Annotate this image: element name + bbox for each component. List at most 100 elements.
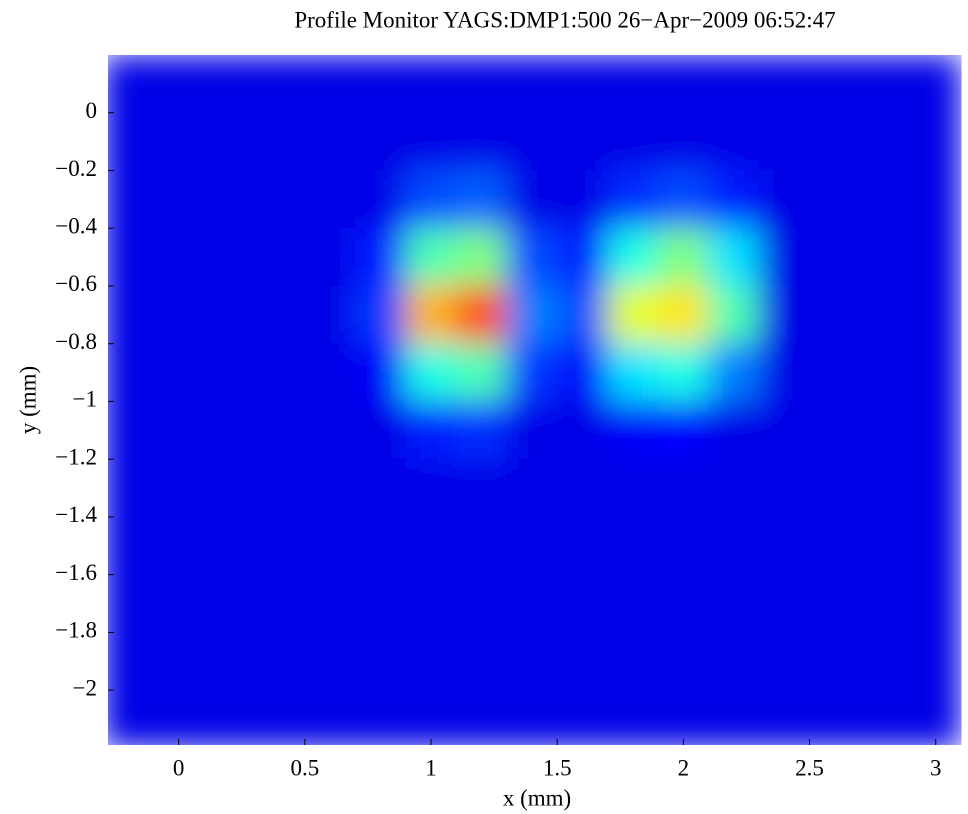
heatmap-cell — [354, 169, 407, 229]
heatmap-cell — [108, 112, 154, 171]
heatmap-cell — [506, 285, 558, 345]
image — [108, 55, 962, 745]
heatmap-cell — [203, 112, 255, 171]
heatmap-cell — [405, 343, 457, 402]
heatmap-cell — [859, 55, 911, 114]
x-tick-label: 2.5 — [795, 755, 824, 780]
x-tick-label: 1.5 — [543, 755, 572, 780]
heatmap-cell — [455, 689, 508, 745]
heatmap-cell — [455, 516, 508, 576]
heatmap-cell — [859, 400, 911, 460]
heatmap-cell — [253, 169, 306, 229]
heatmap-cell — [455, 169, 508, 229]
heatmap-cell — [253, 55, 306, 114]
heatmap-cell — [607, 400, 659, 460]
heatmap-cell — [708, 169, 760, 229]
heatmap-cell — [152, 631, 205, 691]
heatmap-cell — [859, 112, 911, 171]
heatmap-cell — [657, 689, 710, 745]
heatmap-cell — [253, 227, 306, 287]
heatmap-cell — [809, 631, 861, 691]
heatmap-cell — [607, 516, 659, 576]
heatmap-cell — [556, 112, 609, 171]
heatmap-cell — [354, 458, 407, 518]
heatmap-cell — [253, 631, 306, 691]
heatmap-cell — [758, 400, 811, 460]
heatmap-cell — [203, 227, 255, 287]
heatmap-cell — [203, 169, 255, 229]
heatmap-cell — [859, 631, 911, 691]
heatmap-cell — [657, 169, 710, 229]
heatmap-cell — [506, 631, 558, 691]
heatmap-cell — [152, 55, 205, 114]
heatmap-cell — [152, 227, 205, 287]
heatmap-cell — [506, 343, 558, 402]
heatmap-cell — [657, 631, 710, 691]
heatmap-cell — [909, 689, 962, 745]
heatmap-cell — [909, 169, 962, 229]
heatmap-cell — [405, 169, 457, 229]
heatmap-cell — [152, 112, 205, 171]
heatmap-cell — [607, 689, 659, 745]
x-axis-label: x (mm) — [503, 785, 571, 810]
heatmap-cell — [708, 400, 760, 460]
heatmap-cell — [758, 343, 811, 402]
heatmap-cell — [708, 631, 760, 691]
heatmap-cell — [405, 574, 457, 633]
heatmap-cell — [556, 458, 609, 518]
heatmap-cell — [354, 227, 407, 287]
heatmap-cell — [108, 343, 154, 402]
heatmap-cell — [108, 574, 154, 633]
heatmap-cell — [556, 631, 609, 691]
heatmap-cell — [354, 516, 407, 576]
heatmap-cell — [859, 343, 911, 402]
heatmap-cell — [253, 285, 306, 345]
heatmap-cell — [152, 689, 205, 745]
heatmap-cell — [506, 112, 558, 171]
heatmap-cell — [859, 458, 911, 518]
heatmap-cell — [809, 343, 861, 402]
heatmap-cell — [108, 227, 154, 287]
heatmap-cell — [758, 458, 811, 518]
heatmap-cell — [758, 112, 811, 171]
heatmap-cell — [203, 516, 255, 576]
heatmap-cell — [455, 285, 508, 345]
heatmap-cell — [758, 285, 811, 345]
heatmap-cell — [506, 400, 558, 460]
heatmap-cell — [304, 689, 356, 745]
heatmap-cell — [253, 458, 306, 518]
heatmap-cell — [304, 285, 356, 345]
heatmap-cell — [203, 285, 255, 345]
heatmap-cell — [108, 631, 154, 691]
heatmap-cell — [506, 574, 558, 633]
heatmap-cell — [152, 400, 205, 460]
heatmap-cell — [253, 574, 306, 633]
y-tick-label: −2 — [73, 675, 97, 700]
heatmap-cell — [909, 400, 962, 460]
heatmap-cell — [657, 55, 710, 114]
heatmap-cell — [354, 285, 407, 345]
heatmap-cell — [304, 112, 356, 171]
heatmap-cell — [607, 574, 659, 633]
heatmap-cell — [556, 574, 609, 633]
x-tick-label: 2 — [678, 755, 690, 780]
heatmap-cell — [203, 574, 255, 633]
chart-title: Profile Monitor YAGS:DMP1:500 26−Apr−200… — [294, 7, 835, 32]
y-tick-label: −1 — [73, 387, 97, 412]
heatmap-cell — [455, 631, 508, 691]
heatmap-cell — [304, 400, 356, 460]
heatmap-cell — [607, 55, 659, 114]
heatmap-cell — [859, 689, 911, 745]
heatmap-cell — [657, 343, 710, 402]
heatmap-cell — [253, 343, 306, 402]
heatmap-cell — [203, 400, 255, 460]
heatmap-cell — [152, 285, 205, 345]
heatmap-cell — [203, 689, 255, 745]
heatmap-cell — [152, 516, 205, 576]
heatmap-cell — [657, 400, 710, 460]
heatmap-cell — [354, 343, 407, 402]
heatmap-cell — [354, 689, 407, 745]
heatmap-cell — [657, 285, 710, 345]
heatmap-cell — [108, 516, 154, 576]
